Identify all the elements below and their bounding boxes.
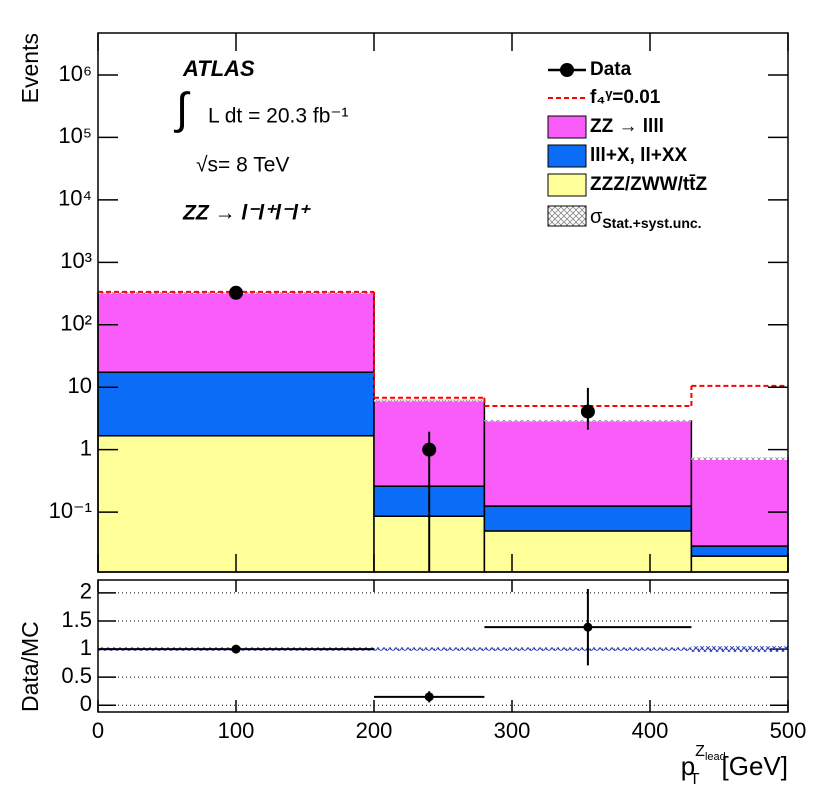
legend-uncertainty-symbol: σ <box>590 206 603 228</box>
energy-label: √s= 8 TeV <box>196 154 289 177</box>
y-tick-label: 10⁻¹ <box>49 498 92 523</box>
ratio-y-axis-label: Data/MC <box>17 621 43 712</box>
stack-bar <box>97 371 375 437</box>
x-tick-label: 200 <box>356 718 393 743</box>
legend-swatch <box>547 115 587 139</box>
legend-label: Data <box>590 59 632 80</box>
ratio-point <box>583 622 593 632</box>
ratio-y-tick-label: 2 <box>80 579 92 604</box>
ratio-frame <box>97 579 789 713</box>
x-tick-label: 0 <box>92 718 104 743</box>
legend-label: lll+X, ll+XX <box>590 145 687 166</box>
integral-sign: ∫ <box>173 85 191 134</box>
stack-bar <box>690 555 789 573</box>
legend-label: f₄ᵞ=0.01 <box>590 87 661 108</box>
stack-bar <box>483 530 693 573</box>
legend-label: ZZZ/ZWW/tt̄Z <box>590 174 708 195</box>
plot-frame <box>97 32 789 573</box>
channel-label: ZZ → l⁻l⁺l⁻l⁺ <box>182 202 311 225</box>
x-tick-label: 100 <box>218 718 255 743</box>
ratio-uncertainty-band <box>691 646 788 652</box>
uncertainty-band <box>374 399 485 402</box>
x-tick-label: 500 <box>770 718 807 743</box>
luminosity-label: L dt = 20.3 fb⁻¹ <box>208 105 348 128</box>
legend-swatch <box>547 205 587 227</box>
ratio-y-tick-label: 1 <box>80 635 92 660</box>
ratio-frame-bg <box>98 580 788 712</box>
x-label-sub: T <box>690 771 700 788</box>
y-tick-label: 10² <box>60 311 92 336</box>
stack-bar <box>97 292 375 374</box>
y-tick-label: 10⁵ <box>58 123 92 148</box>
legend-uncertainty-subscript: Stat.+syst.unc. <box>602 215 701 231</box>
y-tick-label: 10⁴ <box>58 186 92 211</box>
x-label-sup-sub: lead <box>705 751 726 763</box>
stack-bar <box>690 545 789 557</box>
legend-uncertainty-label: σStat.+syst.unc. <box>590 206 702 230</box>
data-point <box>580 404 595 419</box>
x-tick-label: 400 <box>632 718 669 743</box>
stack-bar <box>483 420 693 507</box>
ratio-point <box>231 644 241 654</box>
experiment-label: ATLAS <box>182 56 255 81</box>
legend-label: ZZ → llll <box>590 116 664 137</box>
x-axis-label: pZlead T [GeV] <box>681 743 788 788</box>
y-axis-label: Events <box>17 33 43 103</box>
y-tick-label: 10³ <box>60 248 92 273</box>
ratio-y-tick-label: 0 <box>80 691 92 716</box>
uncertainty-band <box>691 457 788 461</box>
legend-swatch <box>547 173 587 197</box>
ratio-y-tick-label: 0.5 <box>61 663 92 688</box>
x-label-unit: [GeV] <box>722 751 788 781</box>
data-point <box>422 442 437 457</box>
stack-bar <box>97 435 375 573</box>
y-tick-label: 10⁶ <box>58 61 92 86</box>
x-label-symbol: p <box>681 751 695 781</box>
y-tick-label: 1 <box>80 435 92 460</box>
y-tick-label: 10 <box>68 373 92 398</box>
ratio-uncertainty-band <box>374 647 485 651</box>
legend-swatch <box>547 144 587 168</box>
stack-bar <box>483 505 693 532</box>
x-label-sup: Z <box>695 743 705 760</box>
stack-bar <box>690 457 789 547</box>
x-tick-label: 300 <box>494 718 531 743</box>
ratio-point <box>424 692 434 702</box>
legend-data-marker <box>560 63 574 77</box>
ratio-y-tick-label: 1.5 <box>61 607 92 632</box>
data-point <box>229 285 243 300</box>
